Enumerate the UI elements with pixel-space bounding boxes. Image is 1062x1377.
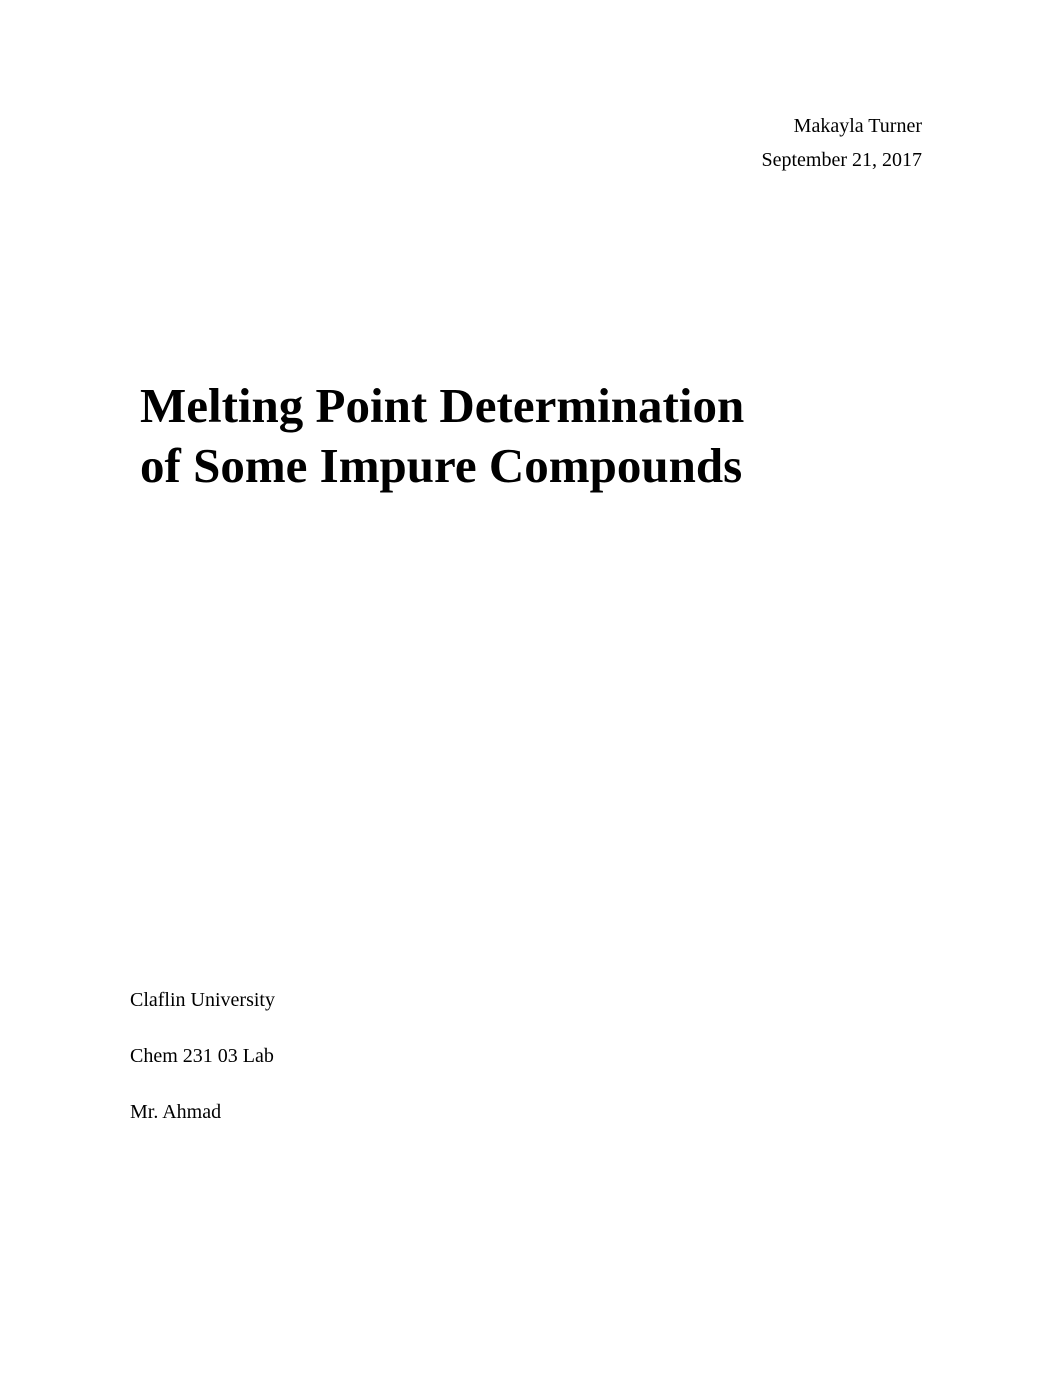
title-line-1: Melting Point Determination (140, 376, 932, 436)
document-header: Makayla Turner September 21, 2017 (130, 110, 932, 176)
document-footer: Claflin University Chem 231 03 Lab Mr. A… (130, 986, 932, 1126)
course-code: Chem 231 03 Lab (130, 1042, 932, 1070)
instructor-name: Mr. Ahmad (130, 1098, 932, 1126)
university-name: Claflin University (130, 986, 932, 1014)
author-name: Makayla Turner (130, 110, 922, 142)
title-line-2: of Some Impure Compounds (140, 436, 932, 496)
document-date: September 21, 2017 (130, 144, 922, 176)
document-title: Melting Point Determination of Some Impu… (130, 376, 932, 496)
